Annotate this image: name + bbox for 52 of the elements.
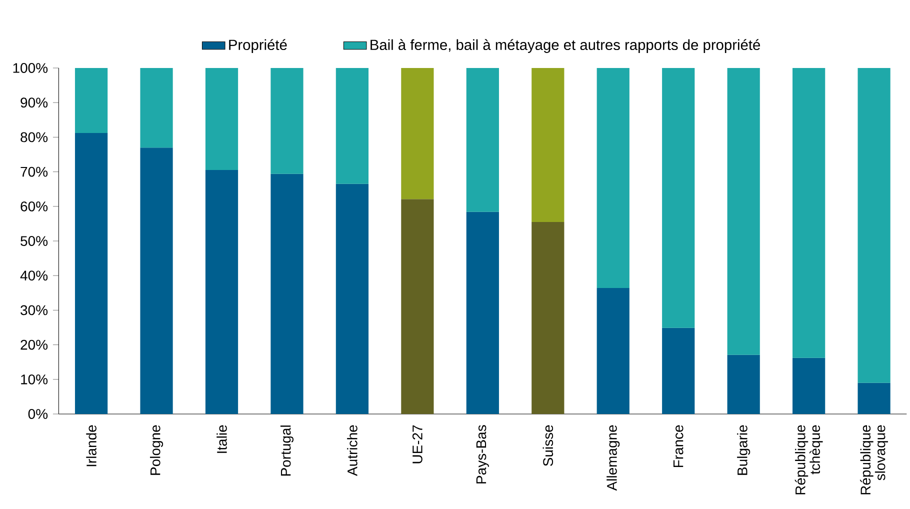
bar bbox=[662, 68, 695, 328]
y-tick-label: 100% bbox=[13, 63, 48, 73]
bar bbox=[401, 199, 434, 414]
bar bbox=[140, 148, 173, 414]
y-tick-label: 80% bbox=[20, 132, 48, 142]
x-tick-label: France bbox=[673, 425, 684, 468]
bar bbox=[596, 68, 630, 288]
bar bbox=[532, 222, 564, 414]
x-tick-label: UE-27 bbox=[412, 425, 422, 464]
x-tick-label: Suisse bbox=[542, 425, 554, 466]
y-tick-label: 20% bbox=[20, 340, 48, 350]
y-tick-label: 30% bbox=[20, 305, 48, 316]
y-tick-label: 90% bbox=[20, 98, 48, 108]
bar bbox=[532, 68, 564, 222]
bar bbox=[270, 68, 304, 174]
bar bbox=[270, 174, 304, 414]
x-tick-label: République slovaque bbox=[860, 425, 888, 494]
bar bbox=[727, 354, 760, 414]
y-tick-label: 40% bbox=[20, 270, 48, 281]
y-tick-label: 60% bbox=[20, 201, 48, 212]
bar bbox=[205, 68, 238, 170]
x-tick-label: Portugal bbox=[280, 426, 294, 476]
bar bbox=[596, 288, 630, 414]
x-tick-label: Bulgarie bbox=[737, 425, 750, 475]
x-tick-label: Pays-Bas bbox=[476, 425, 489, 484]
bar bbox=[727, 68, 760, 355]
bar bbox=[858, 68, 890, 383]
bar bbox=[401, 68, 434, 200]
y-tick-label: 50% bbox=[20, 236, 48, 246]
x-tick-label: Autriche bbox=[347, 425, 358, 476]
x-tick-label: Pologne bbox=[150, 425, 164, 475]
bar bbox=[858, 382, 890, 414]
bar bbox=[74, 68, 108, 134]
bar bbox=[74, 133, 108, 414]
x-tick-label: République tchèque bbox=[794, 425, 823, 494]
bar bbox=[336, 184, 369, 414]
bar bbox=[205, 170, 238, 414]
x-tick-label: Irlande bbox=[86, 425, 96, 466]
x-tick-label: Italie bbox=[216, 425, 227, 453]
y-tick-label: 70% bbox=[20, 166, 48, 177]
bar bbox=[140, 68, 173, 148]
legend-label: Bail à ferme, bail à métayage et autres rapports de propriété bbox=[370, 39, 760, 53]
legend-label: Propriété bbox=[229, 39, 287, 53]
bar bbox=[792, 68, 826, 358]
x-tick-label: Allemagne bbox=[606, 425, 620, 491]
y-tick-label: 0% bbox=[28, 409, 48, 419]
bar bbox=[466, 68, 499, 212]
bar bbox=[466, 212, 499, 414]
bar bbox=[336, 68, 369, 184]
y-tick-label: 10% bbox=[21, 374, 48, 384]
bar bbox=[662, 328, 695, 414]
bar bbox=[792, 358, 826, 414]
